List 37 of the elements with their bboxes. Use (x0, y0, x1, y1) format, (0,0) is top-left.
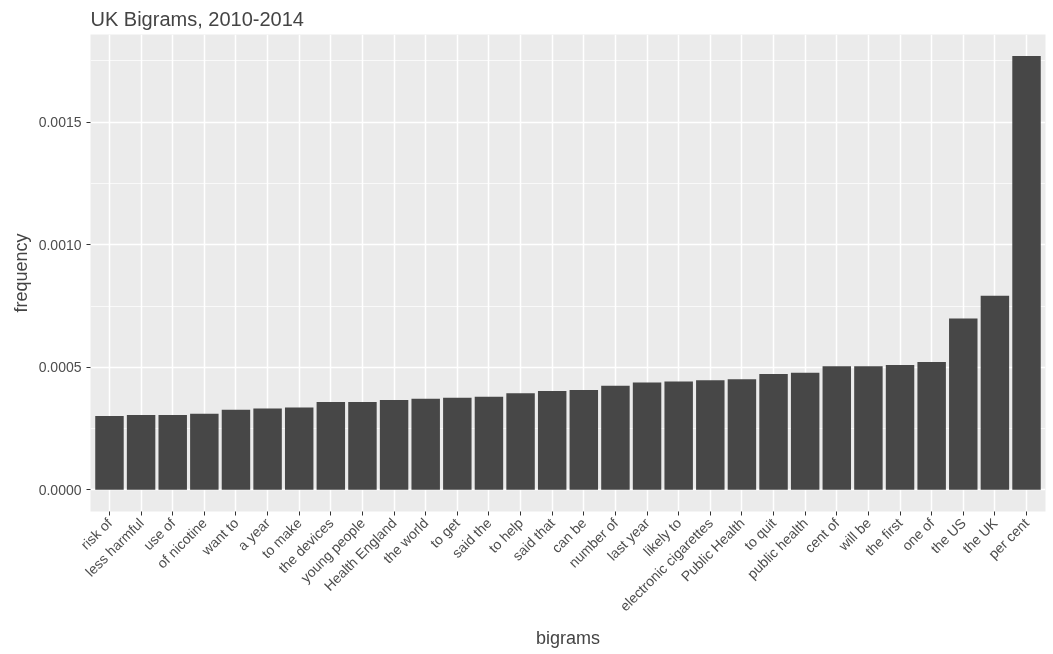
chart-title: UK Bigrams, 2010-2014 (90, 7, 304, 30)
bar (253, 408, 282, 490)
bar (474, 396, 504, 490)
bar (221, 409, 251, 490)
bar (537, 391, 567, 490)
bar (790, 372, 820, 490)
bar (696, 380, 725, 490)
bar (284, 407, 314, 490)
bar (443, 397, 472, 490)
bar (632, 382, 662, 490)
x-axis-title: bigrams (535, 627, 601, 648)
bar (980, 295, 1010, 490)
y-tick-label: 0.0015 (38, 114, 82, 131)
bar (506, 393, 535, 490)
bar (379, 399, 409, 490)
bar (411, 398, 440, 490)
y-tick-label: 0.0005 (38, 359, 82, 376)
bar (885, 365, 915, 490)
bar (664, 381, 693, 490)
bar (316, 402, 346, 490)
bar (727, 379, 757, 490)
y-tick-label: 0.0010 (38, 236, 82, 253)
bar (158, 415, 187, 490)
bar (126, 415, 156, 490)
bar (822, 366, 852, 490)
bar (95, 416, 124, 490)
y-tick-label: 0.0000 (38, 481, 82, 498)
bar (1012, 56, 1041, 490)
y-axis-title: frequency (10, 233, 31, 313)
bar (917, 361, 946, 490)
bar (348, 402, 377, 490)
bar (601, 385, 630, 490)
bar (569, 390, 599, 490)
bar (854, 366, 883, 490)
bar (190, 413, 219, 490)
bar (949, 318, 978, 490)
bar (759, 373, 788, 490)
